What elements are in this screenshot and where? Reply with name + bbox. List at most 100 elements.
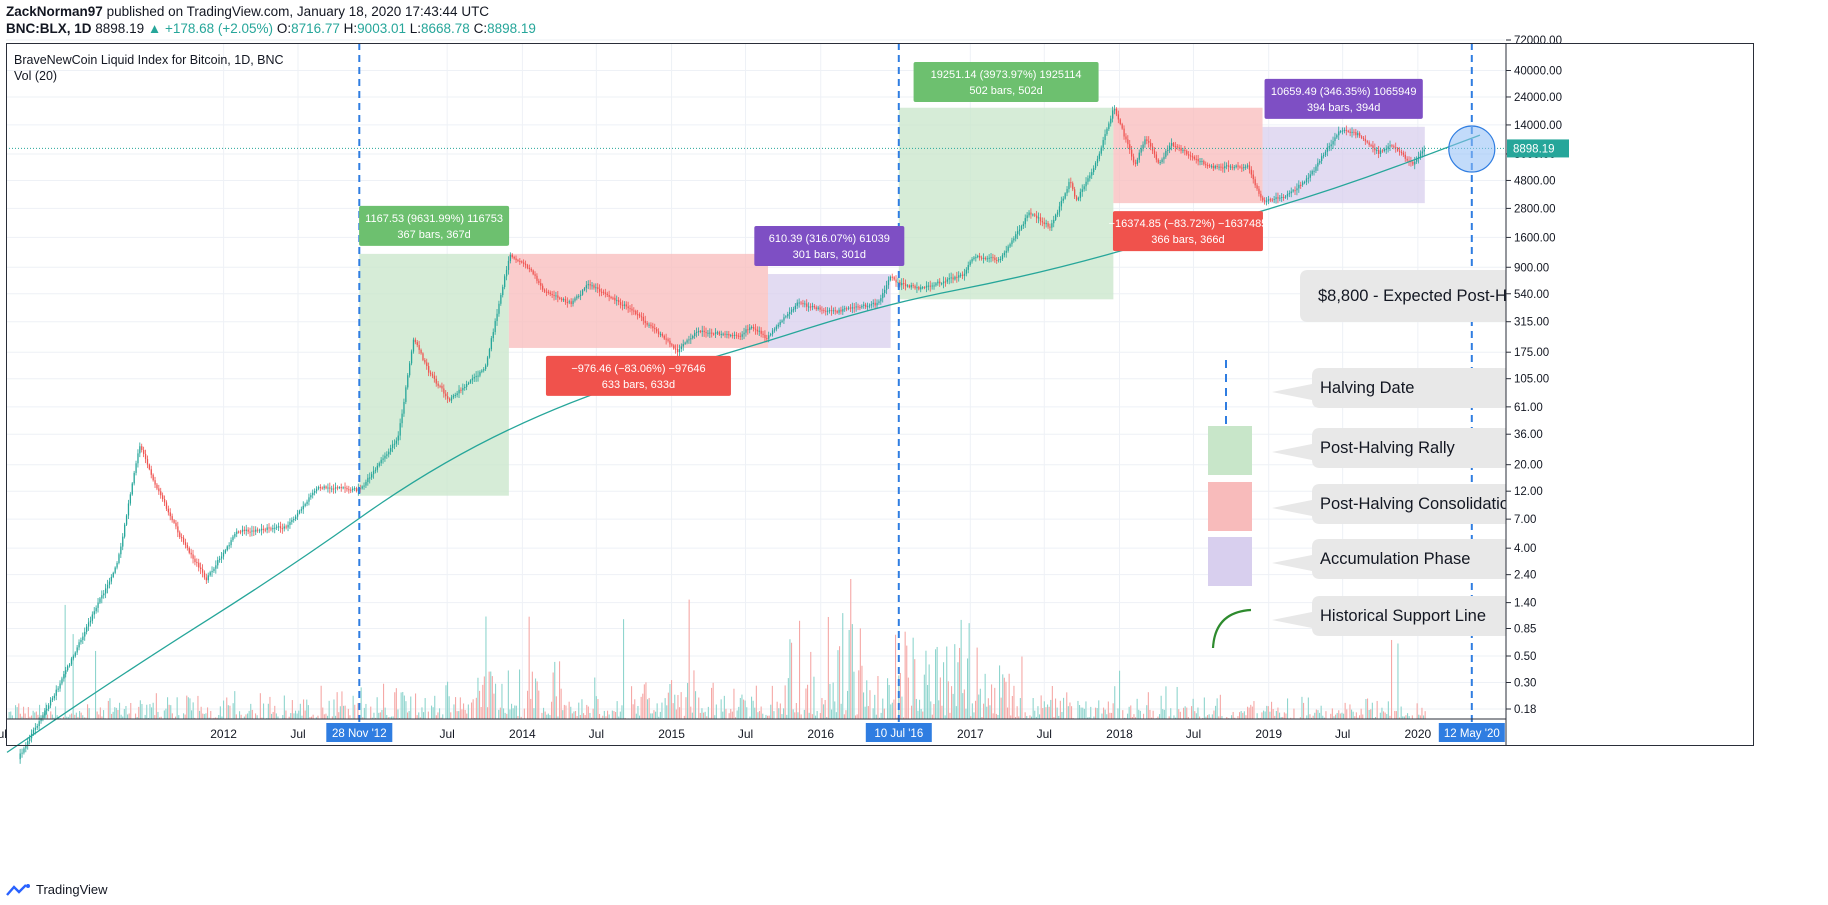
candle [680, 346, 683, 350]
volume-bar [515, 705, 517, 719]
volume-bar [594, 677, 596, 719]
volume-bar [823, 704, 825, 719]
volume-bar [248, 710, 250, 719]
volume-bar [168, 704, 170, 719]
candle [51, 698, 54, 701]
volume-bar [1261, 712, 1263, 719]
volume-bar [1106, 714, 1108, 719]
tradingview-logo[interactable]: TradingView [6, 882, 108, 897]
candle [961, 274, 964, 276]
volume-bar [197, 695, 199, 719]
candle [684, 342, 686, 344]
candle [298, 510, 301, 514]
volume-bar [1135, 717, 1137, 719]
volume-bar [791, 642, 793, 719]
candle [606, 293, 608, 295]
volume-bar [159, 717, 161, 719]
chart-frame [6, 43, 1754, 746]
candle [319, 487, 322, 489]
candle [59, 683, 61, 689]
candle [705, 332, 707, 334]
candle [460, 389, 462, 391]
candle [1383, 149, 1386, 151]
candle [238, 531, 240, 533]
volume-bar [21, 716, 23, 719]
candle [162, 495, 164, 500]
volume-bar [850, 579, 852, 719]
volume-bar [357, 703, 359, 719]
price-change: ▲ +178.68 (+2.05%) [147, 21, 274, 36]
candle [112, 572, 114, 577]
candle [1045, 223, 1047, 225]
candle [192, 554, 194, 559]
volume-bar [338, 712, 340, 719]
volume-bar [75, 712, 77, 719]
volume-bar [1341, 712, 1343, 719]
candle [1032, 214, 1034, 216]
volume-bar [650, 713, 652, 719]
candle [289, 522, 291, 525]
candle [29, 738, 31, 742]
volume-bar [327, 715, 329, 719]
volume-bar [456, 711, 458, 719]
volume-bar [906, 645, 908, 719]
candle [57, 688, 59, 690]
volume-bar [637, 706, 639, 719]
volume-bar [325, 713, 327, 719]
volume-bar [795, 703, 797, 719]
candle [1227, 165, 1230, 167]
publish-info: ZackNorman97 published on TradingView.co… [6, 4, 489, 19]
volume-bar [383, 683, 385, 719]
volume-bar [904, 631, 906, 719]
volume-bar [1032, 697, 1034, 719]
volume-bar [624, 717, 626, 719]
candle [589, 284, 591, 286]
volume-bar [1247, 706, 1249, 719]
volume-bar [1058, 715, 1060, 719]
volume-bar [392, 716, 394, 719]
volume-bar [1104, 709, 1106, 719]
volume-bar [1216, 698, 1218, 719]
volume-bar [634, 699, 636, 719]
candle [1210, 165, 1213, 167]
volume-bar [482, 684, 484, 719]
volume-bar [115, 707, 117, 719]
volume-bar [1403, 716, 1405, 719]
candle [372, 470, 375, 475]
candle [542, 285, 544, 290]
author-name[interactable]: ZackNorman97 [6, 4, 103, 19]
key-callout [1272, 368, 1560, 408]
volume-bar [824, 700, 826, 719]
candle [979, 255, 981, 258]
volume-bar [723, 695, 725, 719]
volume-bar [415, 693, 417, 719]
volume-bar [835, 712, 837, 719]
candle [621, 304, 624, 306]
volume-bar [130, 702, 132, 719]
price-tick-label: 12.00 [1514, 486, 1543, 498]
volume-bar [79, 710, 81, 719]
candle [813, 305, 816, 308]
volume-bar [1391, 639, 1393, 719]
volume-bar [930, 701, 932, 719]
volume-bar [1087, 717, 1089, 719]
candle [1013, 238, 1015, 241]
volume-bar [339, 706, 341, 719]
candle [714, 332, 717, 334]
volume-bar [699, 712, 701, 719]
volume-bar [872, 708, 874, 719]
candle [844, 308, 846, 310]
price-tick-label: 540.00 [1514, 289, 1549, 301]
candle [834, 310, 836, 312]
volume-bar [394, 692, 396, 719]
volume-bar [1407, 713, 1409, 719]
candle [486, 357, 489, 366]
volume-bar [1256, 713, 1258, 719]
candle [1343, 129, 1346, 131]
volume-bar [759, 711, 761, 719]
candle [524, 263, 527, 266]
candle [1106, 128, 1108, 135]
candle [642, 316, 645, 321]
